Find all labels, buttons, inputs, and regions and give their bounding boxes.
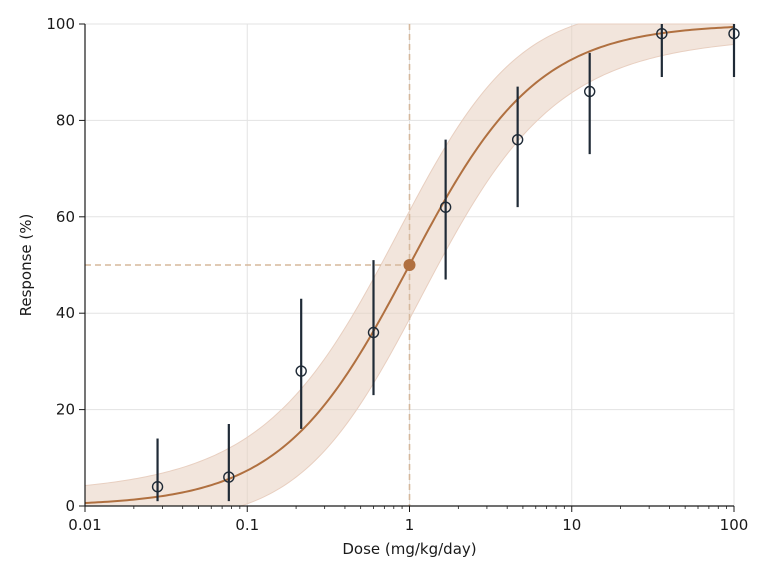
x-tick-label: 1 (405, 516, 415, 534)
data-point (223, 471, 235, 483)
x-axis-label: Dose (mg/kg/day) (342, 540, 476, 558)
data-point (656, 27, 668, 40)
data-point (583, 85, 596, 98)
data-point (439, 201, 452, 213)
data-point (151, 481, 164, 493)
y-axis-label: Response (%) (17, 214, 35, 317)
x-axis-ticks: 0.01 0.1 1 10 100 (68, 506, 748, 534)
data-point (295, 365, 307, 377)
data-point (728, 27, 740, 40)
data-point (511, 133, 524, 146)
y-tick-label: 80 (56, 111, 75, 129)
x-tick-label: 0.1 (235, 516, 259, 534)
y-tick-label: 0 (65, 497, 75, 515)
x-tick-label: 0.01 (68, 516, 101, 534)
y-tick-label: 40 (56, 304, 75, 322)
x-tick-label: 10 (562, 516, 581, 534)
y-axis-ticks: 0 20 40 60 80 100 (46, 15, 85, 515)
data-points (151, 27, 740, 493)
x-tick-label: 100 (720, 516, 749, 534)
data-point (367, 326, 380, 339)
error-bars (156, 24, 736, 502)
y-tick-label: 60 (56, 208, 75, 226)
y-tick-label: 100 (46, 15, 75, 33)
ec50-marker (403, 259, 416, 271)
y-tick-label: 20 (56, 401, 75, 419)
